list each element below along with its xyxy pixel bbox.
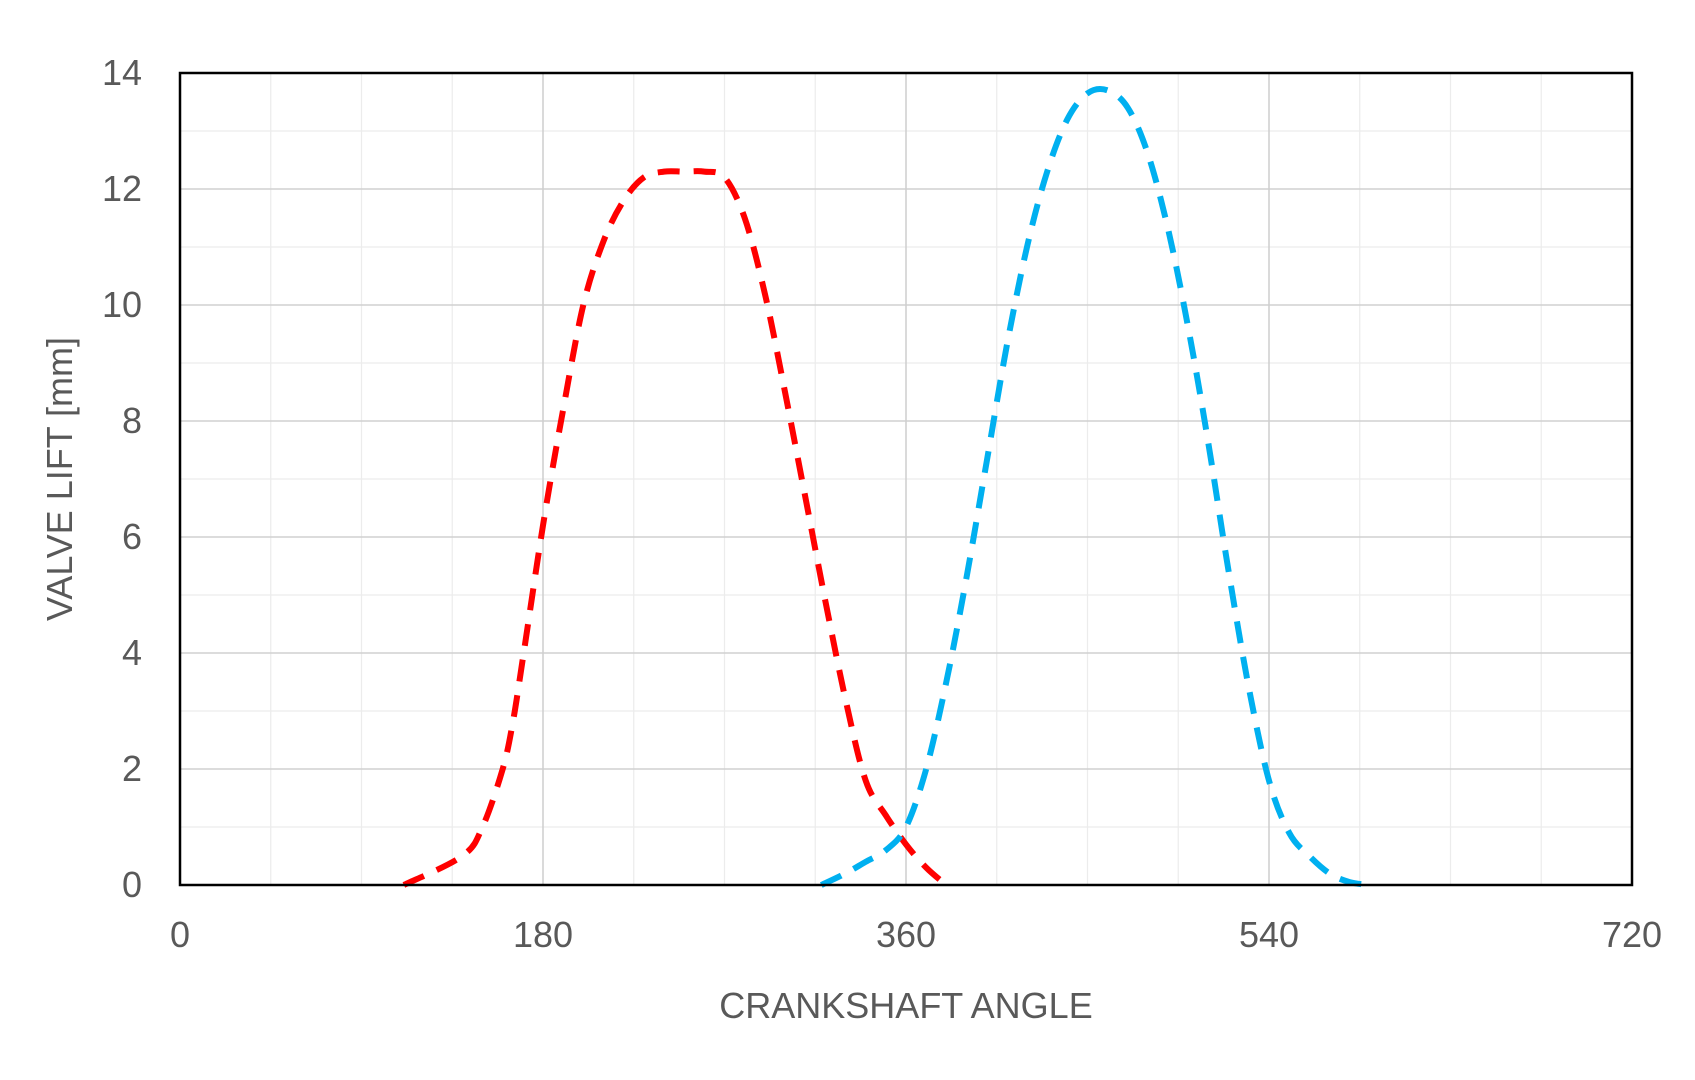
x-tick-label: 360 — [876, 914, 936, 955]
x-tick-label: 540 — [1239, 914, 1299, 955]
series-line-1 — [402, 168, 949, 888]
series-line-2 — [820, 86, 1371, 888]
y-tick-label: 2 — [122, 748, 142, 789]
y-axis-title: VALVE LIFT [mm] — [39, 337, 80, 621]
plot-area-frame — [178, 71, 1634, 887]
y-tick-label: 6 — [122, 516, 142, 557]
y-tick-label: 14 — [102, 52, 142, 93]
x-axis-title: CRANKSHAFT ANGLE — [719, 985, 1092, 1026]
x-tick-label: 0 — [170, 914, 190, 955]
y-axis-ticks: 0 2 4 6 8 10 12 14 — [102, 52, 142, 905]
x-tick-label: 720 — [1602, 914, 1662, 955]
y-tick-label: 12 — [102, 168, 142, 209]
y-tick-label: 0 — [122, 864, 142, 905]
y-tick-label: 10 — [102, 284, 142, 325]
y-tick-label: 4 — [122, 632, 142, 673]
y-tick-label: 8 — [122, 400, 142, 441]
series-lines — [402, 86, 1371, 888]
grid-lines — [179, 72, 1633, 886]
x-tick-label: 180 — [513, 914, 573, 955]
x-axis-ticks: 0 180 360 540 720 — [170, 914, 1662, 955]
